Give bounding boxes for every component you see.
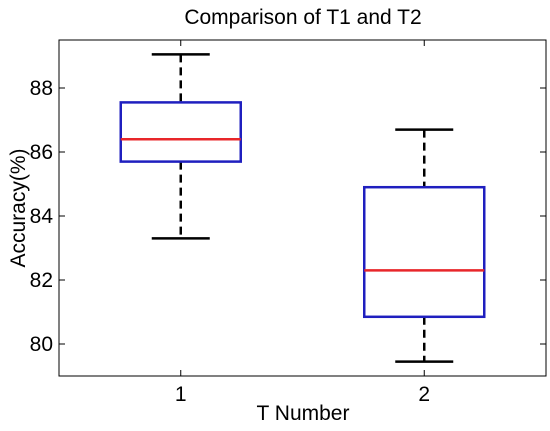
x-tick-label: 2 [418, 383, 430, 406]
x-axis-label: T Number [257, 402, 350, 425]
plot-area [58, 39, 547, 377]
y-tick-label: 82 [30, 269, 53, 292]
x-tick-label: 1 [175, 383, 187, 406]
y-tick-label: 88 [30, 77, 53, 100]
y-tick-label: 80 [30, 333, 53, 356]
y-tick-label: 86 [30, 141, 53, 164]
box-iqr [119, 101, 242, 163]
y-tick-label: 84 [30, 205, 54, 228]
chart-title: Comparison of T1 and T2 [184, 6, 421, 29]
box-iqr [363, 185, 486, 319]
boxes [119, 53, 486, 363]
y-axis: 80 82 84 86 88 [30, 77, 546, 356]
y-axis-label: Accuracy(%) [7, 148, 30, 267]
